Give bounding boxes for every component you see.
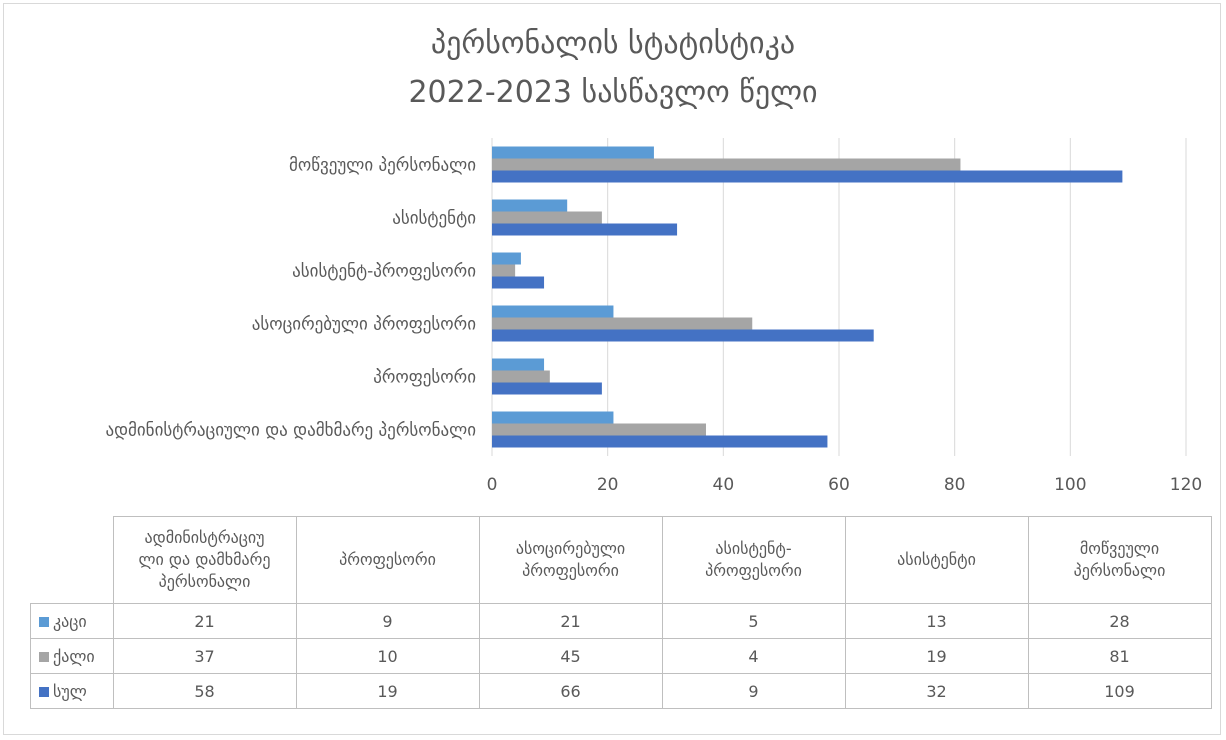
table-header-line: პერსონალი [1073, 561, 1166, 580]
table-cell: 109 [1027, 673, 1212, 709]
table-header-line: პროფესორი [705, 561, 802, 580]
chart-title-line-2: 2022-2023 სასწავლო წელი [408, 75, 818, 110]
series-name: კაცი [53, 611, 87, 631]
bar-ქალი [492, 264, 516, 277]
x-tick-label: 120 [1170, 475, 1202, 495]
table-cell: 19 [844, 638, 1029, 674]
table-column-header: პროფესორი [295, 516, 480, 604]
table-header-line: ასისტენტი [897, 550, 976, 569]
bar-კაცი [492, 199, 568, 212]
x-tick-label: 60 [828, 475, 850, 495]
bar-სულ [492, 329, 874, 342]
bar-ქალი [492, 158, 961, 171]
table-row: სულ 58 19 66 9 32 109 [30, 673, 1212, 709]
x-tick-label: 0 [487, 475, 498, 495]
table-cell: 81 [1027, 638, 1212, 674]
table-cell: 66 [478, 673, 663, 709]
table-cell: 4 [661, 638, 846, 674]
category-label: ასოცირებული პროფესორი [252, 315, 476, 335]
bar-chart: 0 20 40 60 80 100 120 ადმინისტრაციული და დამხმა… [105, 138, 1202, 495]
bar-სულ [492, 223, 678, 236]
table-header-line: ასისტენტ- [715, 539, 792, 558]
bar-კაცი [492, 358, 545, 371]
table-row: ქალი 37 10 45 4 19 81 [30, 638, 1212, 674]
table-cell: 9 [661, 673, 846, 709]
table-cell: 58 [112, 673, 297, 709]
bar-კაცი [492, 411, 614, 424]
chart-title-line-1: პერსონალის სტატისტიკა [430, 26, 796, 61]
table-cell: 19 [295, 673, 480, 709]
legend-entry: ქალი [30, 638, 114, 674]
bar-სულ [492, 170, 1123, 183]
bar-ქალი [492, 423, 706, 436]
table-cell: 45 [478, 638, 663, 674]
table-header-line: პროფესორი [339, 550, 436, 569]
category-label: ასისტენტი [392, 209, 476, 229]
table-column-header: მოწვეული პერსონალი [1027, 516, 1212, 604]
table-cell: 28 [1027, 603, 1212, 639]
table-column-header: ადმინისტრაციუ ლი და დამხმარე პერსონალი [112, 516, 297, 604]
category-label: პროფესორი [373, 368, 476, 388]
chart-frame [3, 3, 1221, 735]
table-cell: 10 [295, 638, 480, 674]
table-cell: 5 [661, 603, 846, 639]
bar-ქალი [492, 317, 753, 330]
table-column-header: ასისტენტ-პროფესორი [661, 516, 846, 604]
series-name: ქალი [53, 646, 95, 666]
table-cell: 13 [844, 603, 1029, 639]
table-cell: 21 [112, 603, 297, 639]
x-tick-label: 80 [944, 475, 966, 495]
table-header-line: ასოცირებული [515, 539, 626, 558]
bar-სულ [492, 276, 545, 289]
table-header-line: პერსონალი [158, 572, 251, 591]
bar-ქალი [492, 370, 550, 383]
legend-entry: კაცი [30, 603, 114, 639]
series-name: სულ [53, 681, 87, 701]
category-label: ასისტენტ-პროფესორი [292, 262, 476, 282]
table-corner [30, 516, 114, 604]
table-cell: 32 [844, 673, 1029, 709]
bar-კაცი [492, 305, 614, 318]
bar-სულ [492, 435, 828, 448]
x-tick-label: 100 [1054, 475, 1086, 495]
table-column-header: ასისტენტი [844, 516, 1029, 604]
table-header-line: ლი და დამხმარე [138, 550, 271, 569]
table-header-line: ადმინისტრაციუ [144, 528, 265, 547]
table-cell: 37 [112, 638, 297, 674]
table-header-line: პროფესორი [522, 561, 619, 580]
legend-key-icon [39, 617, 49, 627]
bar-კაცი [492, 146, 654, 159]
table-row: კაცი 21 9 21 5 13 28 [30, 603, 1212, 639]
table-cell: 9 [295, 603, 480, 639]
x-tick-label: 20 [597, 475, 619, 495]
x-tick-label: 40 [713, 475, 735, 495]
legend-key-icon [39, 652, 49, 662]
bar-სულ [492, 382, 602, 395]
legend-key-icon [39, 687, 49, 697]
legend-entry: სულ [30, 673, 114, 709]
table-header-line: მოწვეული [1079, 539, 1160, 558]
data-table: ადმინისტრაციუ ლი და დამხმარე პერსონალი პროფ… [30, 516, 1212, 709]
bar-კაცი [492, 252, 521, 265]
category-label: ადმინისტრაციული და დამხმარე პერსონალი [105, 421, 476, 441]
bar-ქალი [492, 211, 602, 224]
category-label: მოწვეული პერსონალი [289, 156, 476, 176]
table-cell: 21 [478, 603, 663, 639]
table-column-header: ასოცირებული პროფესორი [478, 516, 663, 604]
